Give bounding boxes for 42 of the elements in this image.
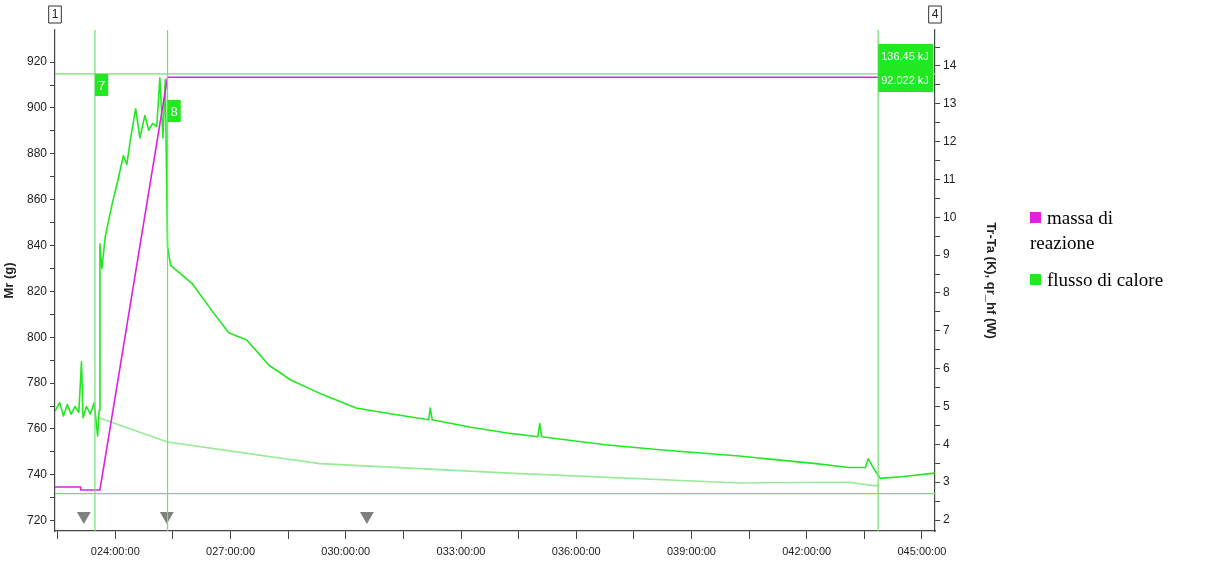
- legend-label: flusso di calore: [1046, 268, 1165, 292]
- annotation: 7: [97, 77, 106, 93]
- annotation: 136.45 kJ: [881, 50, 929, 63]
- legend-label: massa di reazione: [1030, 206, 1114, 255]
- y2-tick-label: 9: [943, 247, 950, 262]
- y2-tick-label: 10: [943, 209, 957, 224]
- text: 1: [51, 7, 59, 22]
- y-tick-label: 760: [26, 421, 48, 436]
- y-tick-label: 840: [26, 237, 48, 252]
- y2-tick-label: 3: [943, 474, 950, 489]
- y-tick-label: 740: [26, 467, 48, 482]
- annotation: 8: [170, 103, 178, 119]
- y2-tick-label: 8: [943, 285, 950, 300]
- x-tick-label: 045:00:00: [897, 544, 947, 557]
- y2-tick-label: 4: [943, 436, 950, 451]
- y-tick-label: 820: [26, 283, 48, 298]
- y-tick-label: 800: [26, 329, 48, 344]
- y-tick-label: 860: [26, 191, 48, 206]
- x-tick-label: 030:00:00: [321, 544, 371, 557]
- y2-tick-label: 2: [943, 512, 950, 527]
- annotation: 92.022 kJ: [881, 74, 929, 87]
- x-tick-label: 024:00:00: [90, 544, 140, 557]
- y-tick-label: 900: [26, 100, 48, 115]
- x-tick-label: 033:00:00: [436, 544, 486, 557]
- y-axis-title: Mr (g): [1, 262, 17, 299]
- y2-tick-label: 5: [943, 398, 950, 413]
- y2-tick-label: 7: [943, 323, 950, 338]
- y-tick-label: 780: [26, 375, 48, 390]
- x-tick-label: 036:00:00: [551, 544, 601, 557]
- x-tick-label: 039:00:00: [667, 544, 716, 557]
- y-tick-label: 920: [26, 54, 48, 69]
- y2-tick-label: 6: [943, 360, 950, 375]
- y2-tick-label: 12: [943, 133, 957, 148]
- y-tick-label: 720: [26, 512, 48, 527]
- x-tick-label: 027:00:00: [206, 544, 256, 557]
- y2-tick-label: 13: [943, 96, 957, 111]
- y2-tick-label: 14: [943, 58, 957, 73]
- y-tick-label: 880: [26, 146, 48, 161]
- x-tick-label: 042:00:00: [782, 544, 832, 557]
- y2-tick-label: 11: [943, 171, 956, 186]
- text: 4: [931, 7, 939, 22]
- y2-axis-title: Tr-Ta (K), qr_hf (W): [983, 222, 999, 339]
